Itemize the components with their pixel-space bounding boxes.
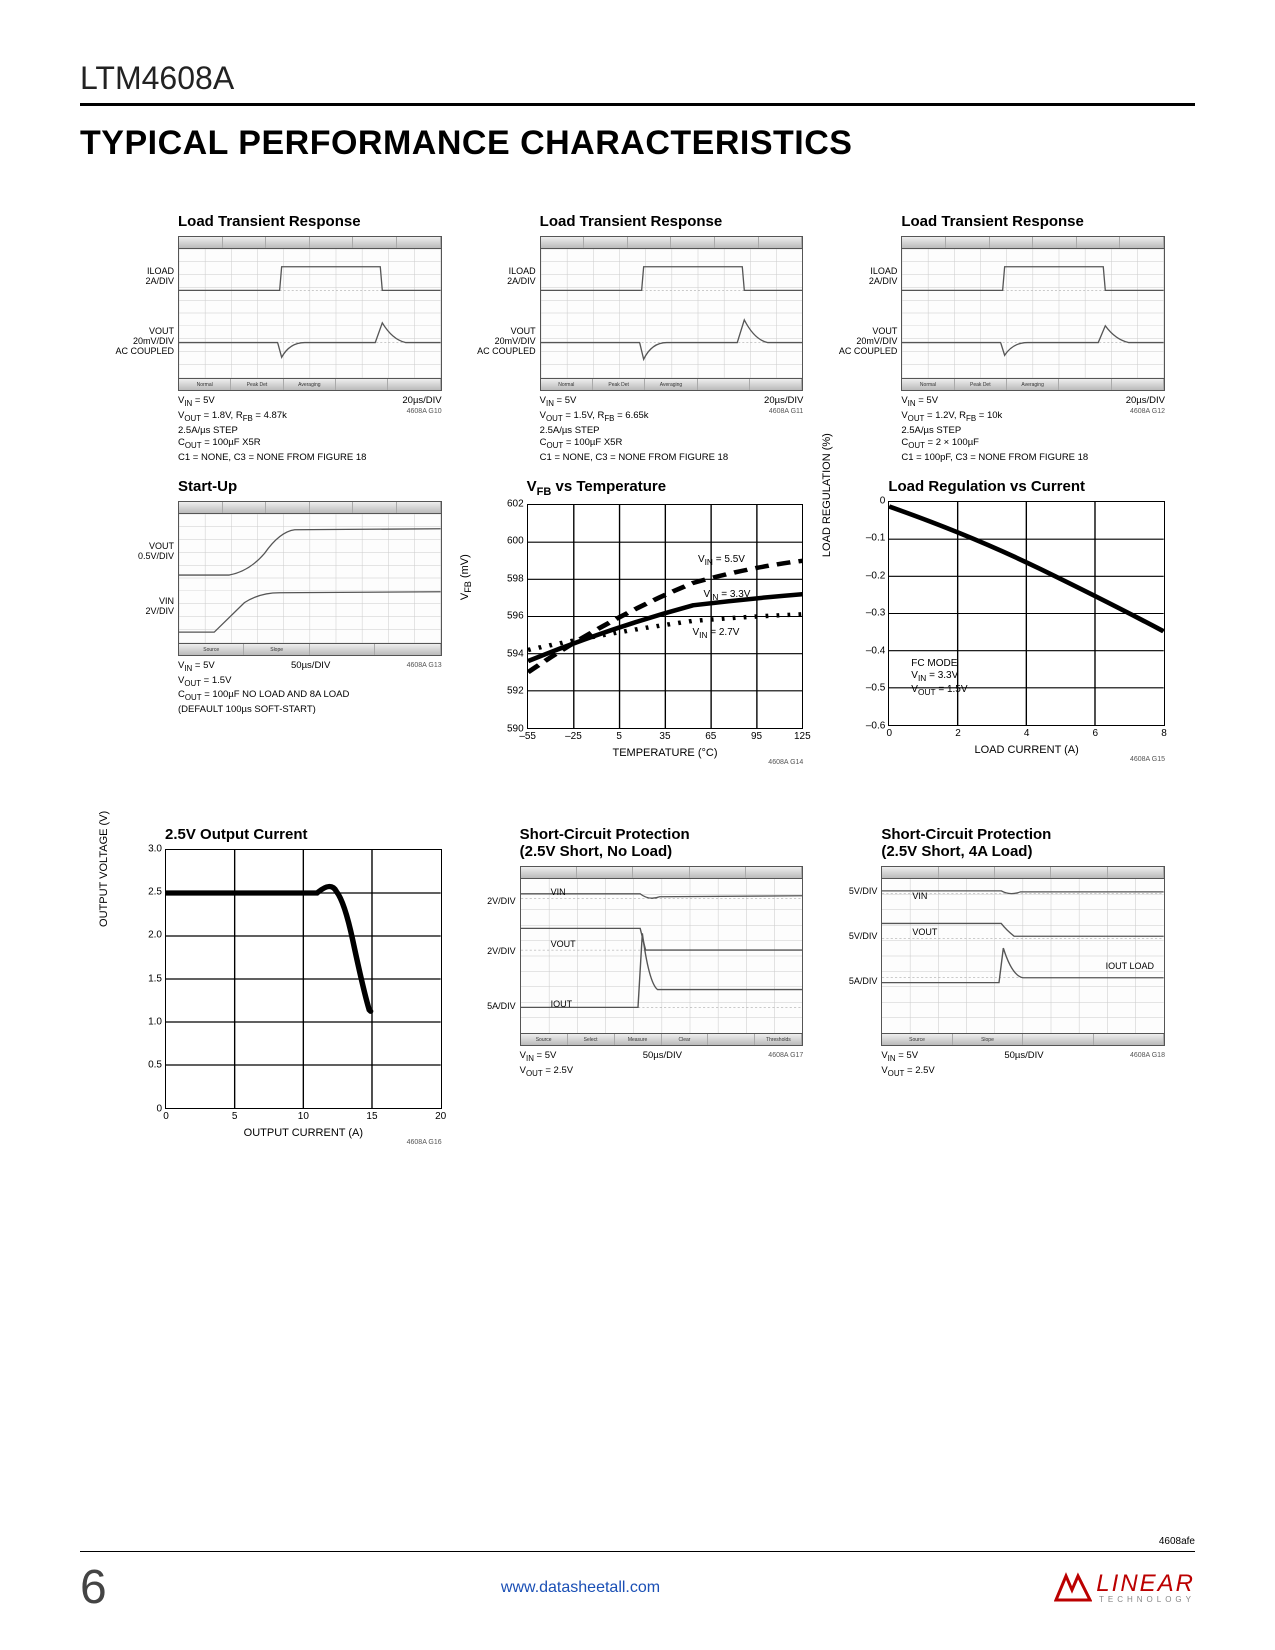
chart-title: Load Transient Response (540, 213, 804, 230)
scope-shot: ILOAD2A/DIV VOUT20mV/DIVAC COUPLED Norma… (110, 236, 442, 391)
chart-transient-1: Load Transient Response ILOAD2A/DIV VOUT… (110, 213, 442, 418)
chart-title: Load Regulation vs Current (888, 478, 1165, 495)
line-chart: OUTPUT VOLTAGE (V) 3.0 2.5 2.0 1.5 1.0 0… (110, 849, 442, 1109)
chart-vfb-temp: VFB vs Temperature VFB (mV) 602 600 598 … (472, 478, 804, 766)
chart-meta: VIN = 5V20µs/DIV VOUT = 1.8V, RFB = 4.87… (178, 395, 442, 418)
chart-title: Load Transient Response (178, 213, 442, 230)
linear-logo: LINEAR TECHNOLOGY (1054, 1572, 1195, 1604)
chart-meta: VIN = 5V20µs/DIV VOUT = 1.2V, RFB = 10k … (901, 395, 1165, 418)
scope-shot: VOUT0.5V/DIV VIN2V/DIV SourceSlope (110, 501, 442, 656)
scope-shot: 2V/DIV 2V/DIV 5A/DIV VIN VOUT IOUT (472, 866, 804, 1046)
page-footer: 4608afe 6 www.datasheetall.com LINEAR TE… (80, 1536, 1195, 1615)
chart-meta: VIN = 5V20µs/DIV VOUT = 1.5V, RFB = 6.65… (540, 395, 804, 418)
line-chart: LOAD REGULATION (%) 0 –0.1 –0.2 –0.3 –0.… (833, 501, 1165, 726)
chart-sc-noload: Short-Circuit Protection (2.5V Short, No… (472, 826, 804, 1146)
scope-shot: ILOAD2A/DIV VOUT20mV/DIVAC COUPLED Norma… (833, 236, 1165, 391)
header-rule (80, 103, 1195, 106)
chart-startup: Start-Up VOUT0.5V/DIV VIN2V/DIV SourceSl… (110, 478, 442, 766)
chart-title: Load Transient Response (901, 213, 1165, 230)
linear-logo-icon (1054, 1572, 1092, 1604)
chart-meta: VIN = 5V50µs/DIV4608A G17 VOUT = 2.5V (520, 1050, 804, 1080)
chart-meta: VIN = 5V50µs/DIV4608A G13 VOUT = 1.5V CO… (178, 660, 442, 717)
chart-title: Short-Circuit Protection (2.5V Short, No… (520, 826, 804, 860)
chart-transient-3: Load Transient Response ILOAD2A/DIV VOUT… (833, 213, 1165, 418)
chart-title: 2.5V Output Current (165, 826, 442, 843)
part-number: LTM4608A (80, 60, 1195, 97)
scope-shot: ILOAD2A/DIV VOUT20mV/DIVAC COUPLED Norma… (472, 236, 804, 391)
chart-transient-2: Load Transient Response ILOAD2A/DIV VOUT… (472, 213, 804, 418)
footer-link[interactable]: www.datasheetall.com (501, 1579, 660, 1597)
chart-title: Start-Up (178, 478, 442, 495)
charts-grid: Load Transient Response ILOAD2A/DIV VOUT… (80, 213, 1195, 1146)
chart-sc-4a: Short-Circuit Protection (2.5V Short, 4A… (833, 826, 1165, 1146)
doc-code: 4608afe (80, 1536, 1195, 1547)
page-number: 6 (80, 1560, 107, 1615)
chart-load-reg: Load Regulation vs Current LOAD REGULATI… (833, 478, 1165, 766)
chart-title: Short-Circuit Protection (2.5V Short, 4A… (881, 826, 1165, 860)
chart-meta: VIN = 5V50µs/DIV4608A G18 VOUT = 2.5V (881, 1050, 1165, 1080)
chart-title: VFB vs Temperature (527, 478, 804, 498)
chart-output-25v: 2.5V Output Current OUTPUT VOLTAGE (V) 3… (110, 826, 442, 1146)
line-chart: VFB (mV) 602 600 598 596 594 592 590 VIN… (472, 504, 804, 729)
scope-shot: 5V/DIV 5V/DIV 5A/DIV VIN VOUT IOUT (833, 866, 1165, 1046)
section-title: TYPICAL PERFORMANCE CHARACTERISTICS (80, 124, 1195, 163)
